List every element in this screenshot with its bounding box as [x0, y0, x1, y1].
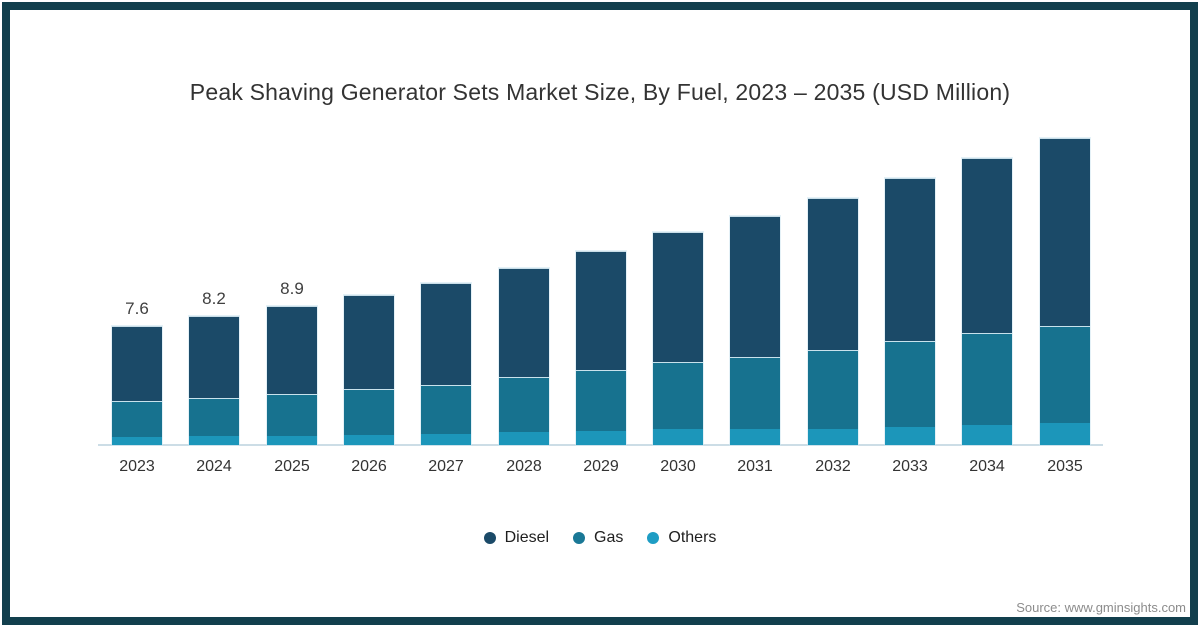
bar-segment-diesel-2034[interactable]	[962, 158, 1012, 333]
bar-segment-diesel-2029[interactable]	[576, 251, 626, 370]
bar-segment-others-2023[interactable]	[112, 437, 162, 445]
legend-item-diesel[interactable]: Diesel	[483, 529, 550, 547]
bar-segment-others-2029[interactable]	[576, 431, 626, 445]
legend-marker-circle-icon	[483, 532, 496, 544]
bar-segment-others-2034[interactable]	[962, 425, 1012, 445]
bar-segment-gas-2028[interactable]	[499, 377, 549, 432]
source-credit: Source: www.gminsights.com	[1016, 600, 1186, 615]
bar-group-2026	[344, 295, 394, 445]
bar-value-label-2023: 7.6	[125, 299, 149, 318]
bar-segment-gas-2025[interactable]	[267, 394, 317, 436]
legend: Diesel Gas Others	[0, 529, 1200, 547]
bar-segment-others-2026[interactable]	[344, 435, 394, 445]
bar-segment-diesel-2033[interactable]	[885, 178, 935, 341]
bar-group-2035	[1040, 138, 1090, 445]
bar-group-2031	[730, 216, 780, 445]
x-tick-label-2030: 2030	[660, 458, 696, 475]
x-tick-label-2028: 2028	[506, 458, 542, 475]
x-axis-line	[98, 444, 1103, 446]
bar-segment-gas-2029[interactable]	[576, 370, 626, 431]
x-tick-label-2027: 2027	[428, 458, 464, 475]
bar-segment-gas-2027[interactable]	[421, 385, 471, 434]
bar-group-2030	[653, 232, 703, 445]
bar-segment-diesel-2035[interactable]	[1040, 138, 1090, 326]
bar-segment-diesel-2031[interactable]	[730, 216, 780, 357]
bar-segment-diesel-2030[interactable]	[653, 232, 703, 362]
chart-title: Peak Shaving Generator Sets Market Size,…	[189, 79, 1011, 105]
bar-group-2033	[885, 178, 935, 445]
legend-label-diesel: Diesel	[504, 529, 550, 546]
bar-group-2029	[576, 251, 626, 445]
bar-group-2024	[189, 316, 239, 445]
legend-item-others[interactable]: Others	[647, 529, 716, 547]
bar-segment-others-2028[interactable]	[499, 432, 549, 445]
bar-segment-gas-2035[interactable]	[1040, 326, 1090, 423]
bar-segment-others-2030[interactable]	[653, 429, 703, 445]
bar-group-2028	[499, 268, 549, 445]
bar-segment-others-2035[interactable]	[1040, 423, 1090, 445]
bar-segment-gas-2023[interactable]	[112, 401, 162, 437]
legend-label-gas: Gas	[594, 529, 624, 546]
bar-group-2023	[112, 326, 162, 445]
bar-segment-gas-2032[interactable]	[808, 350, 858, 429]
legend-item-gas[interactable]: Gas	[573, 529, 623, 547]
bar-group-2027	[421, 283, 471, 445]
bar-segment-gas-2026[interactable]	[344, 389, 394, 435]
legend-marker-circle-icon	[573, 532, 586, 544]
bar-value-label-2025: 8.9	[280, 279, 304, 298]
x-tick-label-2034: 2034	[969, 458, 1005, 475]
bar-group-2032	[808, 198, 858, 445]
bar-segment-diesel-2026[interactable]	[344, 295, 394, 389]
bar-segment-others-2033[interactable]	[885, 427, 935, 445]
x-tick-label-2033: 2033	[892, 458, 928, 475]
x-tick-label-2025: 2025	[274, 458, 310, 475]
bar-segment-diesel-2025[interactable]	[267, 306, 317, 394]
bar-segment-gas-2033[interactable]	[885, 341, 935, 427]
bar-group-2025	[267, 306, 317, 445]
bar-segment-others-2025[interactable]	[267, 436, 317, 445]
bar-segment-gas-2024[interactable]	[189, 398, 239, 436]
bar-segment-gas-2031[interactable]	[730, 357, 780, 429]
bar-group-2034	[962, 158, 1012, 445]
bar-segment-diesel-2028[interactable]	[499, 268, 549, 377]
bar-segment-diesel-2024[interactable]	[189, 316, 239, 398]
x-tick-label-2035: 2035	[1047, 458, 1083, 475]
x-tick-label-2024: 2024	[196, 458, 232, 475]
bar-segment-others-2027[interactable]	[421, 434, 471, 445]
x-tick-label-2026: 2026	[351, 458, 387, 475]
bar-segment-gas-2034[interactable]	[962, 333, 1012, 425]
bar-segment-others-2031[interactable]	[730, 429, 780, 445]
legend-marker-circle-icon	[647, 532, 660, 544]
bar-segment-others-2032[interactable]	[808, 429, 858, 445]
x-tick-label-2032: 2032	[815, 458, 851, 475]
legend-label-others: Others	[668, 529, 717, 546]
x-tick-label-2031: 2031	[737, 458, 773, 475]
bar-segment-diesel-2023[interactable]	[112, 326, 162, 401]
bar-segment-gas-2030[interactable]	[653, 362, 703, 429]
bar-segment-diesel-2032[interactable]	[808, 198, 858, 350]
bar-segment-others-2024[interactable]	[189, 436, 239, 445]
x-tick-label-2029: 2029	[583, 458, 619, 475]
bar-segment-diesel-2027[interactable]	[421, 283, 471, 385]
x-tick-label-2023: 2023	[119, 458, 155, 475]
bar-value-label-2024: 8.2	[202, 289, 226, 308]
